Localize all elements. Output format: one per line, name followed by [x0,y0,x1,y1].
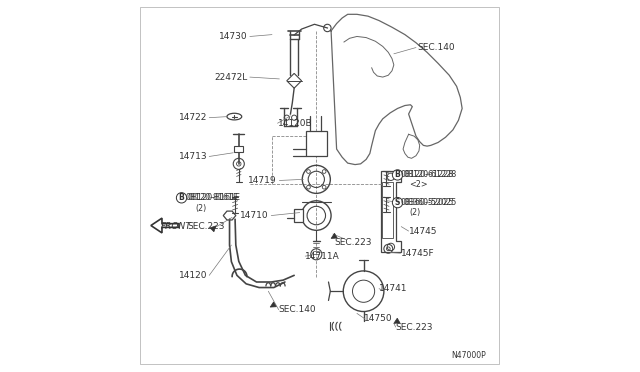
Text: FRONT: FRONT [161,222,191,231]
Circle shape [392,170,403,180]
Polygon shape [381,171,401,253]
Bar [306,131,328,157]
Text: 14120B: 14120B [278,119,312,128]
Circle shape [177,193,187,203]
Text: 14120: 14120 [179,271,207,280]
Text: SEC.223: SEC.223 [335,238,372,247]
Circle shape [392,198,403,208]
Text: B: B [179,193,184,202]
Text: 14750: 14750 [364,314,393,323]
Text: 14745F: 14745F [401,249,434,258]
Polygon shape [331,233,337,238]
Bar [234,146,243,152]
Text: S: S [395,198,400,207]
Text: SEC.223: SEC.223 [187,222,225,231]
Text: SEC.223: SEC.223 [396,323,433,331]
Text: 14730: 14730 [220,32,248,41]
Polygon shape [210,226,216,232]
Text: B: B [395,170,401,179]
Text: 14711A: 14711A [305,251,340,261]
Text: 14710: 14710 [240,211,268,220]
Text: 08120-8161E: 08120-8161E [185,193,238,202]
Text: 22472L: 22472L [215,73,248,81]
Polygon shape [223,211,236,220]
Text: 14719: 14719 [248,176,276,185]
Polygon shape [394,318,400,323]
Text: 14741: 14741 [379,284,408,293]
Text: SEC.140: SEC.140 [418,43,456,52]
Text: 08120-61228: 08120-61228 [401,170,454,179]
Bar [294,209,303,222]
Text: 14745: 14745 [408,227,437,235]
Text: (2): (2) [196,203,207,213]
Text: SEC.140: SEC.140 [278,305,316,314]
Bar [381,182,393,238]
Text: 08120-61228: 08120-61228 [403,170,456,179]
Polygon shape [270,302,276,307]
Text: 14713: 14713 [179,152,207,161]
Text: <2>: <2> [410,180,428,189]
Text: 08120-8161E: 08120-8161E [188,193,241,202]
Text: 14722: 14722 [179,113,207,122]
Text: (2): (2) [410,208,420,217]
Text: 08360-52025: 08360-52025 [403,198,456,207]
Text: 08360-52025: 08360-52025 [401,198,454,207]
Text: N47000P: N47000P [451,350,486,360]
